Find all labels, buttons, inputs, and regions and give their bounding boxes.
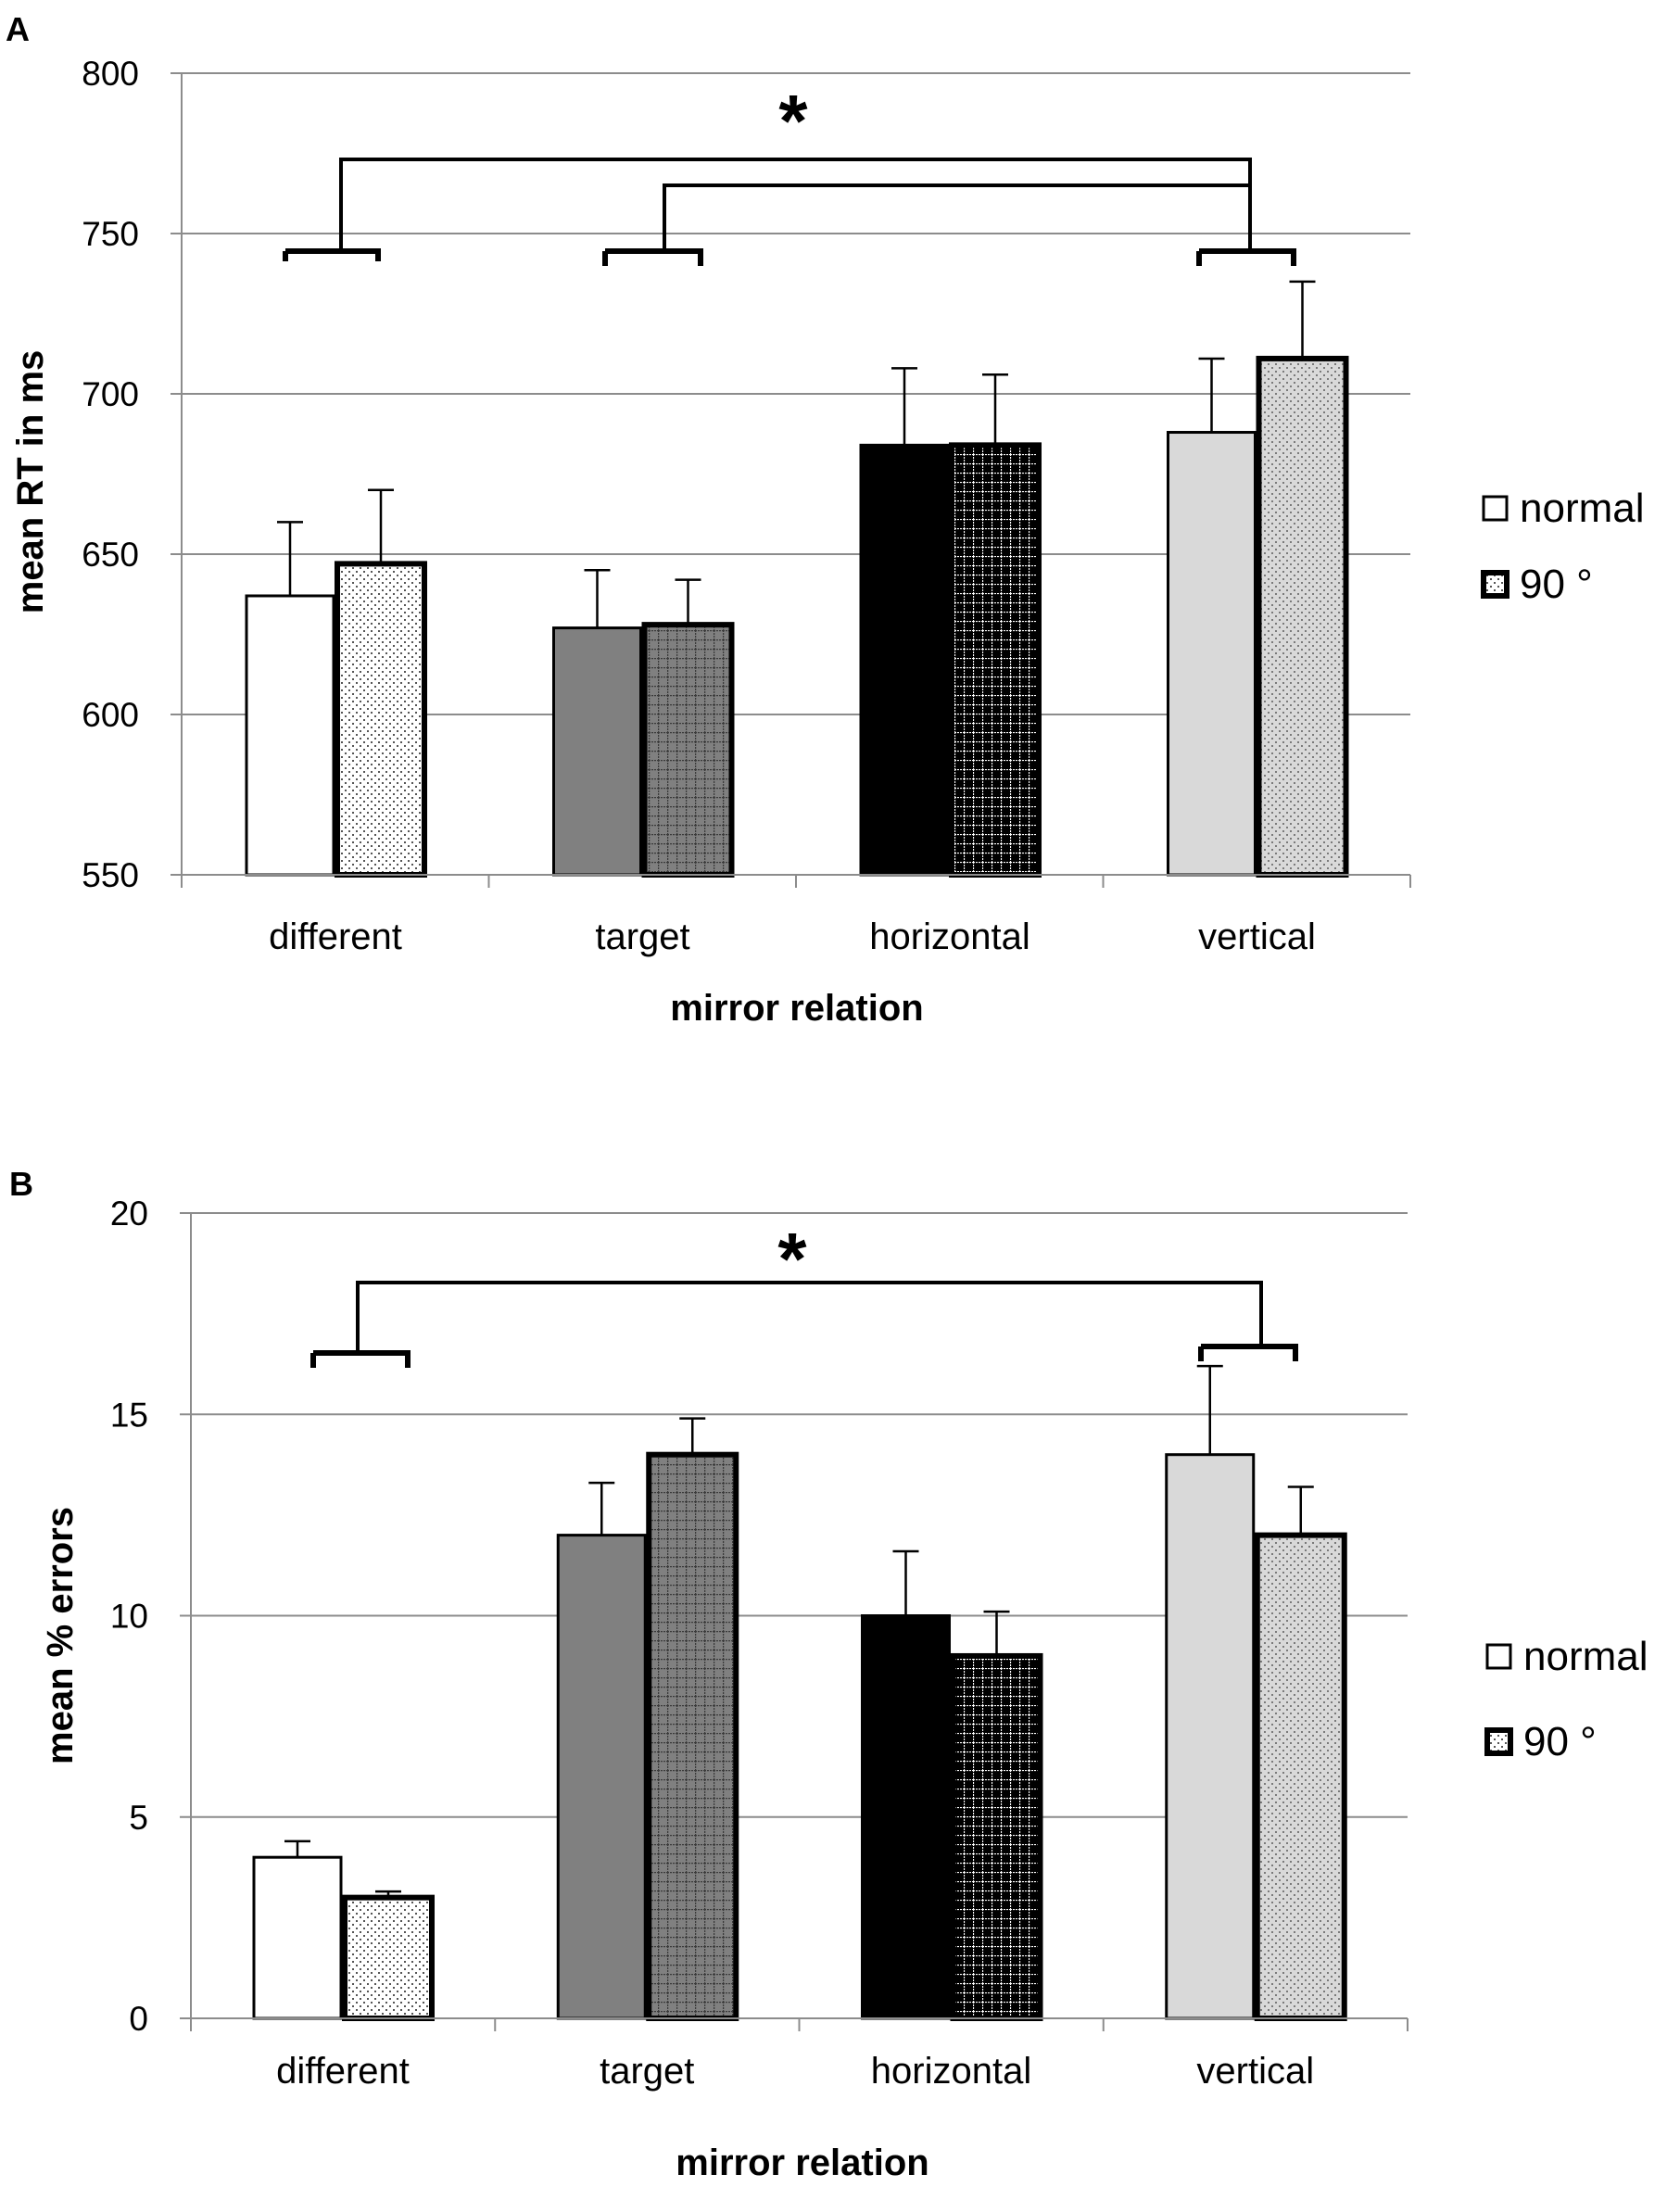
x-category-label: horizontal xyxy=(869,917,1029,957)
y-tick-label: 750 xyxy=(82,215,139,253)
plot-area-a: 550 600 650 700 750 800 different target horizon… xyxy=(82,55,1411,957)
bar-vertical-normal xyxy=(1167,431,1257,877)
x-category-label: target xyxy=(600,2051,694,2092)
legend-b: normal 90 ° xyxy=(1484,1634,1648,1764)
significance-star-a: * xyxy=(778,80,808,162)
bar-different-normal xyxy=(252,1855,343,2020)
error-bar-vertical-normal xyxy=(1196,1364,1223,1455)
x-category-label: horizontal xyxy=(871,2051,1031,2092)
legend-swatch-rotated-b xyxy=(1484,1727,1513,1756)
error-bar-different-90 xyxy=(368,488,394,564)
y-tick-label: 600 xyxy=(82,696,139,734)
x-axis-title-b: mirror relation xyxy=(676,2143,928,2183)
x-axis-title-a: mirror relation xyxy=(670,988,923,1029)
significance-bracket-a xyxy=(283,158,1296,266)
y-tick-label: 20 xyxy=(110,1195,148,1233)
legend-swatch-normal-a xyxy=(1482,495,1509,522)
error-bar-vertical-90 xyxy=(1287,1485,1314,1536)
bar-different-normal xyxy=(245,594,335,877)
error-bar-target-90 xyxy=(679,1417,706,1455)
legend-label-rotated-b: 90 ° xyxy=(1523,1719,1597,1764)
plot-area-b: 0 5 10 15 20 different target horizontal vertica… xyxy=(110,1195,1408,2092)
x-category-label: vertical xyxy=(1198,917,1316,957)
bar-target-90 xyxy=(646,1451,739,2021)
y-tick-label: 550 xyxy=(82,856,139,894)
panel-label-b: B xyxy=(9,1165,33,1203)
error-bar-vertical-normal xyxy=(1198,357,1225,433)
error-bar-horizontal-90 xyxy=(983,1610,1010,1656)
bar-target-normal xyxy=(552,626,642,877)
bar-target-normal xyxy=(556,1534,647,2020)
bar-different-90 xyxy=(335,561,427,878)
chart-a: 550 600 650 700 750 800 different target horizon… xyxy=(6,10,1645,1029)
error-bar-target-normal xyxy=(584,569,611,628)
x-category-label: different xyxy=(269,917,402,957)
y-tick-label: 10 xyxy=(110,1598,148,1636)
y-tick-label: 5 xyxy=(129,1799,148,1837)
x-category-label: different xyxy=(276,2051,410,2092)
y-axis-title-a: mean RT in ms xyxy=(10,350,51,614)
y-tick-label: 700 xyxy=(82,375,139,413)
bar-horizontal-90 xyxy=(949,442,1042,878)
error-bar-different-90 xyxy=(375,1890,401,1898)
bar-horizontal-90 xyxy=(950,1652,1043,2021)
error-bar-different-normal xyxy=(284,1839,310,1858)
chart-b: 0 5 10 15 20 different target horizontal vertica… xyxy=(9,1165,1648,2183)
significance-star-b: * xyxy=(777,1218,807,1300)
bar-different-90 xyxy=(342,1894,435,2022)
legend-swatch-normal-b xyxy=(1485,1643,1512,1670)
y-tick-label: 15 xyxy=(110,1396,148,1434)
bar-vertical-normal xyxy=(1165,1453,1256,2020)
error-bar-horizontal-normal xyxy=(892,1549,919,1616)
y-tick-label: 0 xyxy=(129,2000,148,2038)
significance-bracket-b xyxy=(310,1281,1298,1368)
panel-label-a: A xyxy=(6,10,30,48)
x-category-label: vertical xyxy=(1196,2051,1314,2092)
error-bar-target-90 xyxy=(675,578,701,626)
y-tick-label: 800 xyxy=(82,55,139,93)
bar-horizontal-normal xyxy=(861,1614,951,2020)
bar-vertical-90 xyxy=(1254,1532,1347,2021)
y-tick-label: 650 xyxy=(82,536,139,574)
legend-swatch-rotated-a xyxy=(1481,570,1509,599)
x-category-label: target xyxy=(595,917,689,957)
legend-a: normal 90 ° xyxy=(1481,486,1645,607)
error-bar-target-normal xyxy=(588,1481,615,1536)
bar-vertical-90 xyxy=(1256,355,1349,878)
error-bar-horizontal-90 xyxy=(982,373,1008,446)
bar-target-90 xyxy=(641,622,735,878)
y-axis-title-b: mean % errors xyxy=(40,1507,81,1764)
legend-label-rotated-a: 90 ° xyxy=(1520,562,1593,607)
legend-label-normal-b: normal xyxy=(1523,1634,1648,1679)
error-bar-vertical-90 xyxy=(1289,280,1316,359)
error-bar-horizontal-normal xyxy=(891,367,917,446)
error-bar-different-normal xyxy=(277,521,303,596)
bar-horizontal-normal xyxy=(859,443,950,877)
legend-label-normal-a: normal xyxy=(1520,486,1645,531)
